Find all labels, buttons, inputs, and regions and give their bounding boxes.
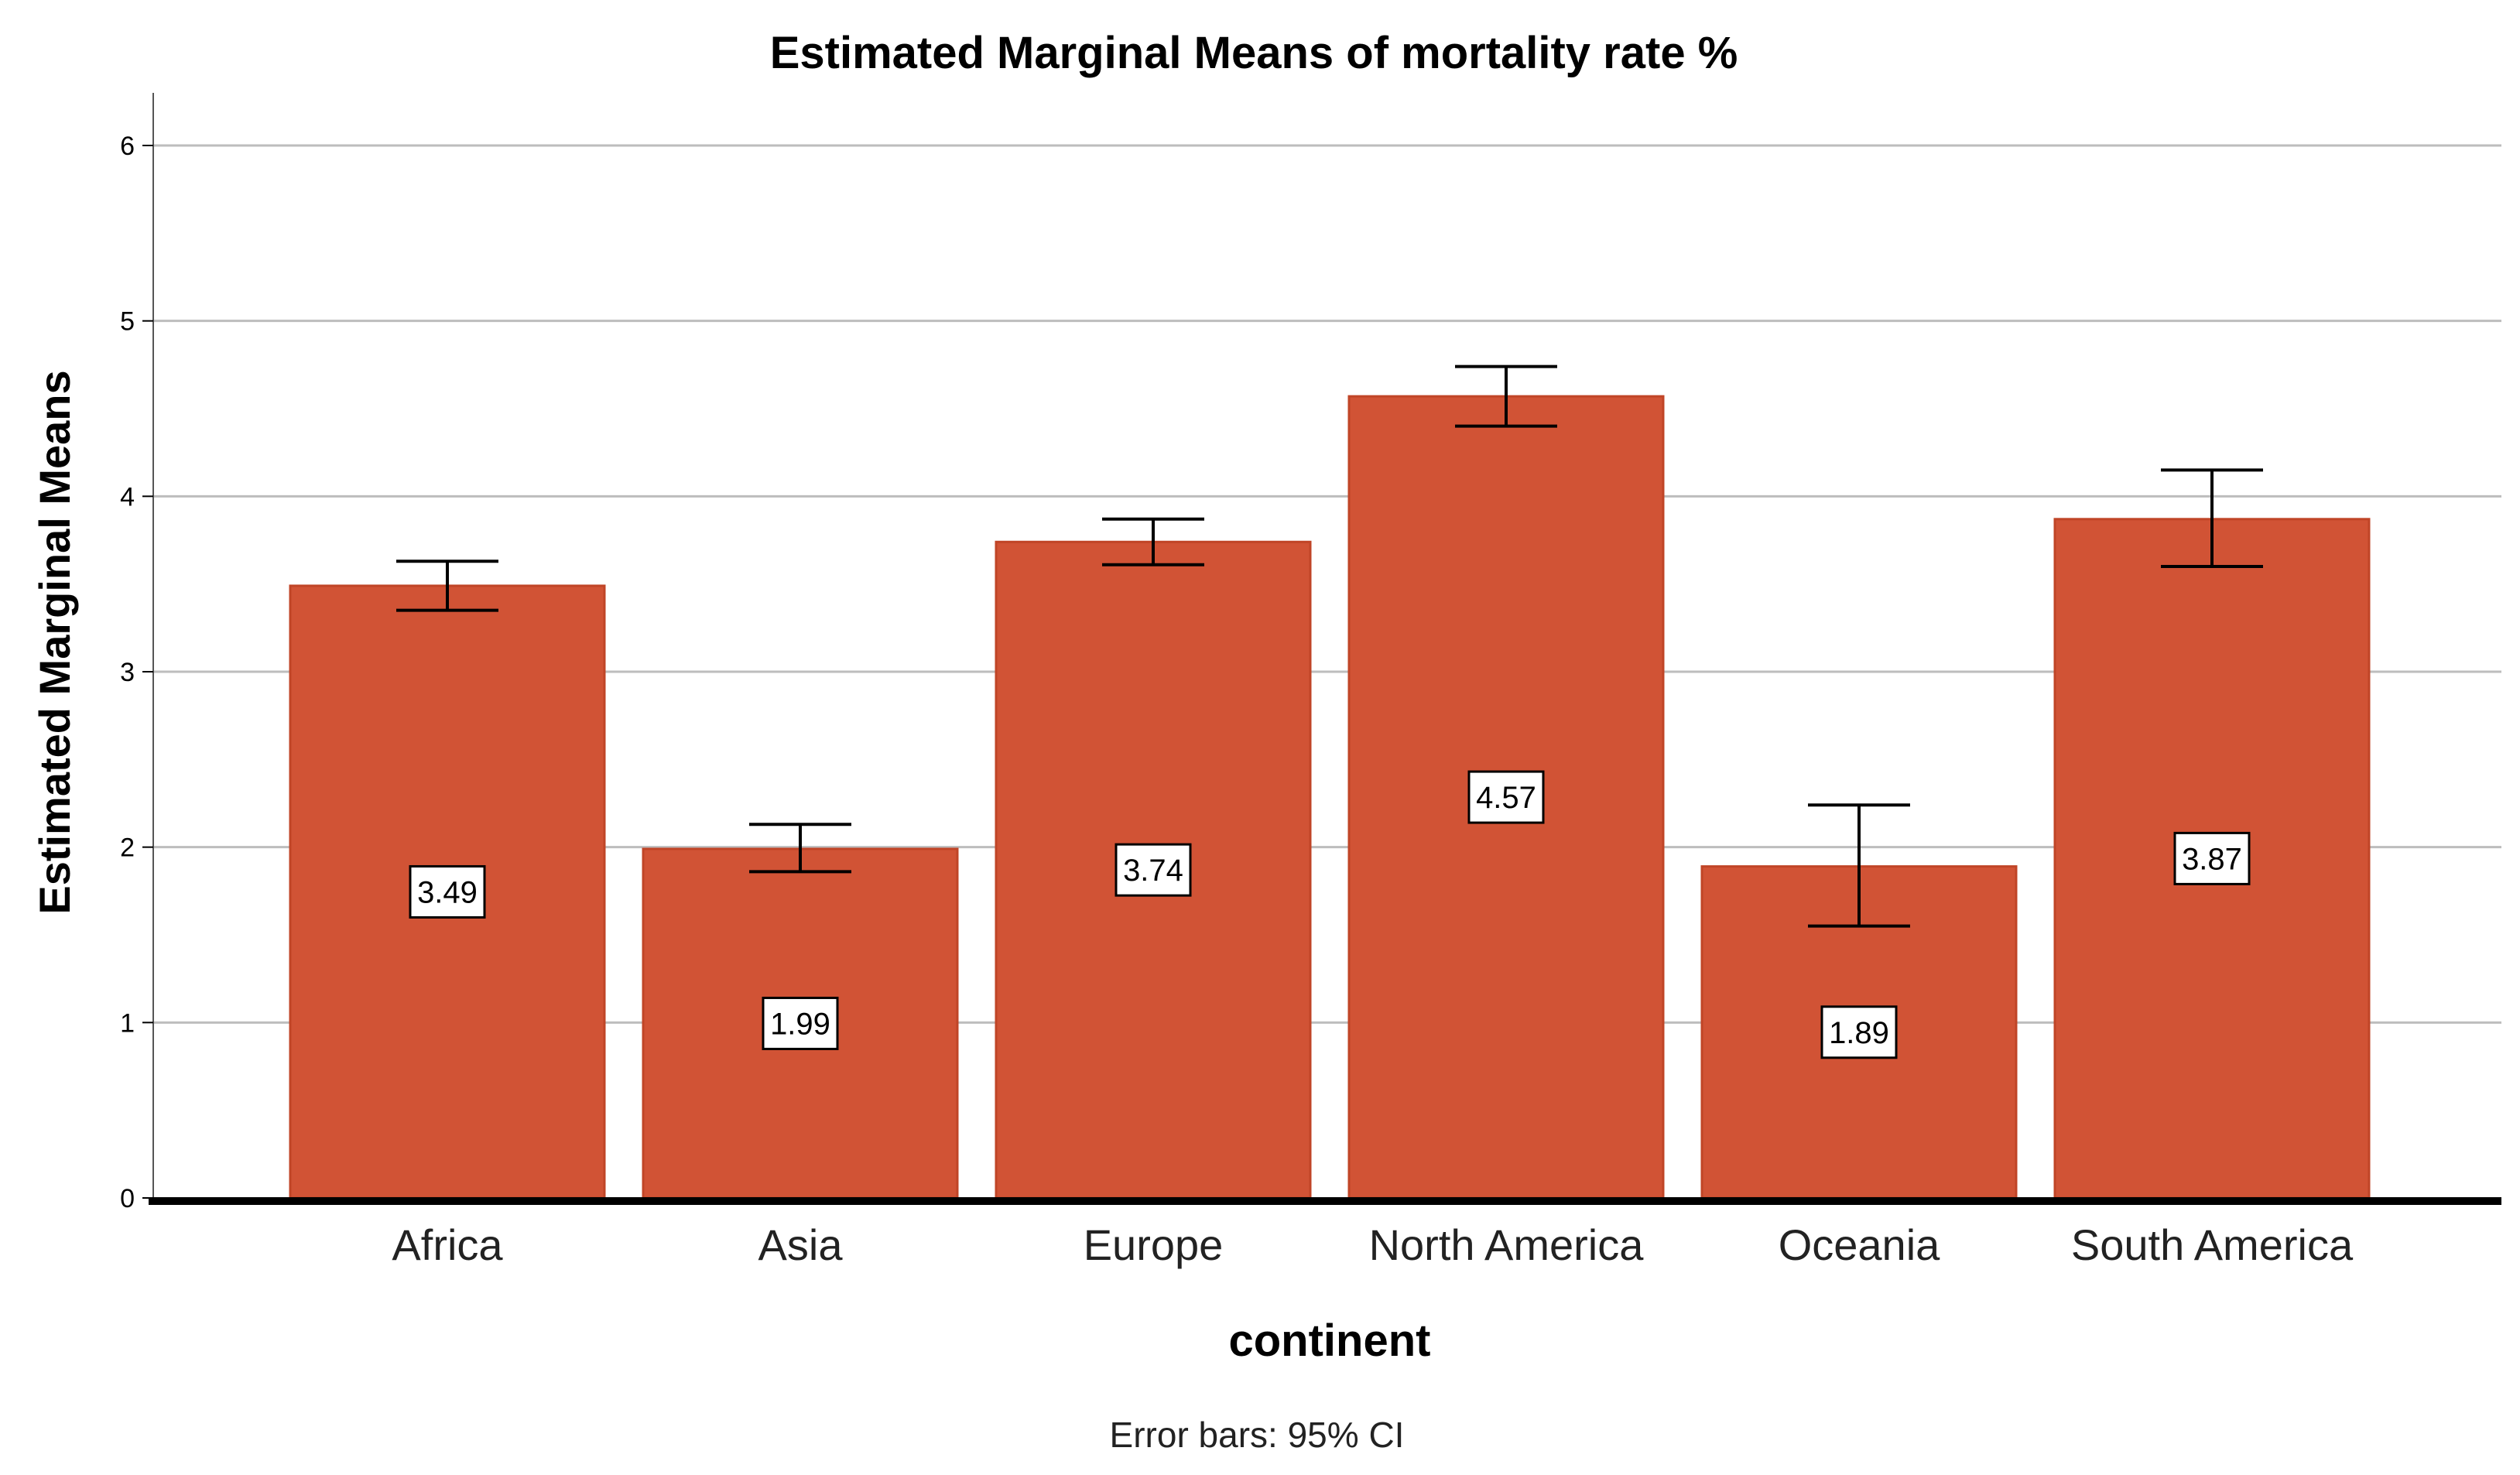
data-label: 1.89 [1820,1005,1898,1059]
y-axis-label: Estimated Marginal Means [30,370,79,914]
data-label-box [1820,1005,1898,1059]
x-axis-label: continent [1229,1316,1431,1366]
y-tick-label: 6 [120,132,135,161]
y-tick-label: 1 [120,1008,135,1038]
data-label-box [409,864,486,919]
x-tick-label: Oceania [1779,1220,1940,1269]
y-tick-label: 4 [120,482,135,512]
data-label-text: 4.57 [1476,781,1536,815]
data-label-box [762,996,839,1050]
data-label: 1.99 [762,996,839,1050]
x-tick-label: Asia [758,1220,844,1269]
error-bars [396,364,2263,928]
chart-title: Estimated Marginal Means of mortality ra… [770,28,1738,78]
error-bar [1102,517,1204,566]
error-bar [396,560,498,612]
data-label-text: 3.87 [2182,842,2242,876]
data-label-text: 1.99 [770,1007,830,1041]
data-label-text: 3.74 [1123,854,1183,888]
data-label-box [1467,770,1545,824]
x-tick-label: Africa [392,1220,503,1269]
footnote: Error bars: 95% CI [1110,1415,1405,1455]
data-label-box [2173,831,2251,885]
x-tick-label: South America [2071,1220,2354,1269]
data-label-text: 3.49 [417,875,478,909]
x-tick-label: Europe [1084,1220,1224,1269]
data-label-text: 1.89 [1829,1016,1889,1050]
data-label: 3.87 [2173,831,2251,885]
data-label: 4.57 [1467,770,1545,824]
error-bar [749,823,851,874]
y-tick-label: 0 [120,1184,135,1213]
y-tick-label: 3 [120,658,135,687]
data-label: 3.49 [409,864,486,919]
error-bar [1808,803,1910,928]
data-label-box [1114,843,1192,897]
x-ticks: Africa Asia Europe North America Oceania Sout… [392,1220,2354,1269]
data-labels: 3.49 1.99 3.74 4.57 1.89 3.87 [409,770,2251,1059]
error-bar [1455,364,1557,428]
x-tick-label: North America [1369,1220,1645,1269]
error-bar [2161,468,2263,568]
y-ticks: 0 1 2 3 4 5 6 [120,132,153,1213]
y-tick-label: 2 [120,833,135,863]
data-label: 3.74 [1114,843,1192,897]
y-tick-label: 5 [120,307,135,337]
